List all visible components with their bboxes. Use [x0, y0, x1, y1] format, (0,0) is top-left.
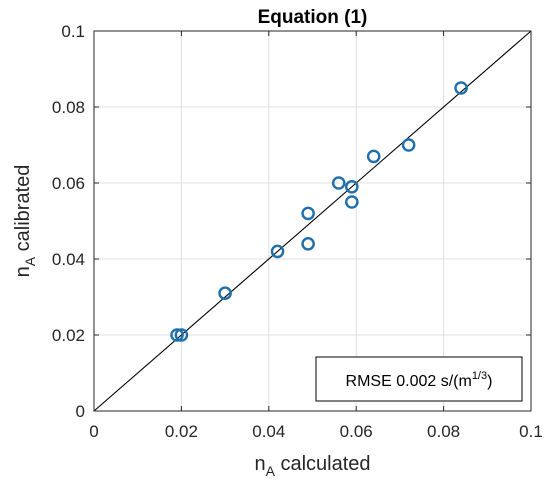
- data-point-marker: [345, 195, 359, 209]
- x-tick-label: 0.06: [340, 422, 373, 441]
- data-point-marker: [301, 236, 315, 251]
- x-tick-labels: 0 0.02 0.04 0.06 0.08 0.1: [89, 422, 543, 441]
- y-tick-label: 0: [76, 402, 85, 421]
- y-tick-label: 0.02: [52, 326, 85, 345]
- data-point-marker: [401, 138, 416, 152]
- x-tick-label: 0: [89, 422, 98, 441]
- rmse-annotation-suffix: ): [487, 373, 492, 390]
- x-tick-label: 0.04: [252, 422, 285, 441]
- data-point-marker: [218, 286, 232, 301]
- data-point-marker: [331, 176, 346, 190]
- y-tick-label: 0.08: [52, 98, 85, 117]
- rmse-annotation-text: RMSE 0.002 s/(m1/3): [346, 370, 493, 390]
- plot-area-border: [93, 30, 532, 412]
- rmse-annotation-superscript: 1/3: [472, 370, 487, 382]
- y-tick-label: 0.1: [61, 22, 85, 41]
- rmse-annotation-box: [315, 356, 523, 402]
- data-point-marker: [301, 206, 315, 221]
- y-axis-label-rest: calibrated: [12, 165, 34, 257]
- x-axis-label-subscript: A: [266, 463, 276, 479]
- data-point-marker: [366, 149, 381, 164]
- reference-line-y-equals-x: [93, 30, 532, 412]
- axis-ticks: [93, 30, 532, 412]
- x-axis-label: nA calculated: [254, 453, 370, 479]
- y-tick-label: 0.04: [52, 250, 85, 269]
- data-point-marker: [174, 328, 189, 342]
- y-axis-label-subscript: A: [22, 256, 38, 266]
- rmse-annotation-prefix: RMSE 0.002 s/(m: [346, 373, 472, 390]
- x-axis-label-main: n: [254, 453, 265, 475]
- grid-lines: [93, 30, 532, 412]
- data-point-marker: [170, 328, 184, 342]
- y-axis-label: nA calibrated: [12, 165, 38, 278]
- x-tick-label: 0.1: [519, 422, 543, 441]
- data-point-marker: [454, 81, 468, 95]
- x-tick-label: 0.02: [165, 422, 198, 441]
- data-point-marker: [345, 179, 359, 194]
- y-tick-label: 0.06: [52, 174, 85, 193]
- y-tick-labels: 0 0.02 0.04 0.06 0.08 0.1: [52, 22, 85, 421]
- x-tick-label: 0.08: [427, 422, 460, 441]
- x-axis-label-rest: calculated: [275, 453, 371, 475]
- data-point-marker: [270, 244, 285, 259]
- data-points: [170, 81, 468, 342]
- y-axis-label-main: n: [12, 266, 34, 277]
- chart-title: Equation (1): [258, 7, 368, 28]
